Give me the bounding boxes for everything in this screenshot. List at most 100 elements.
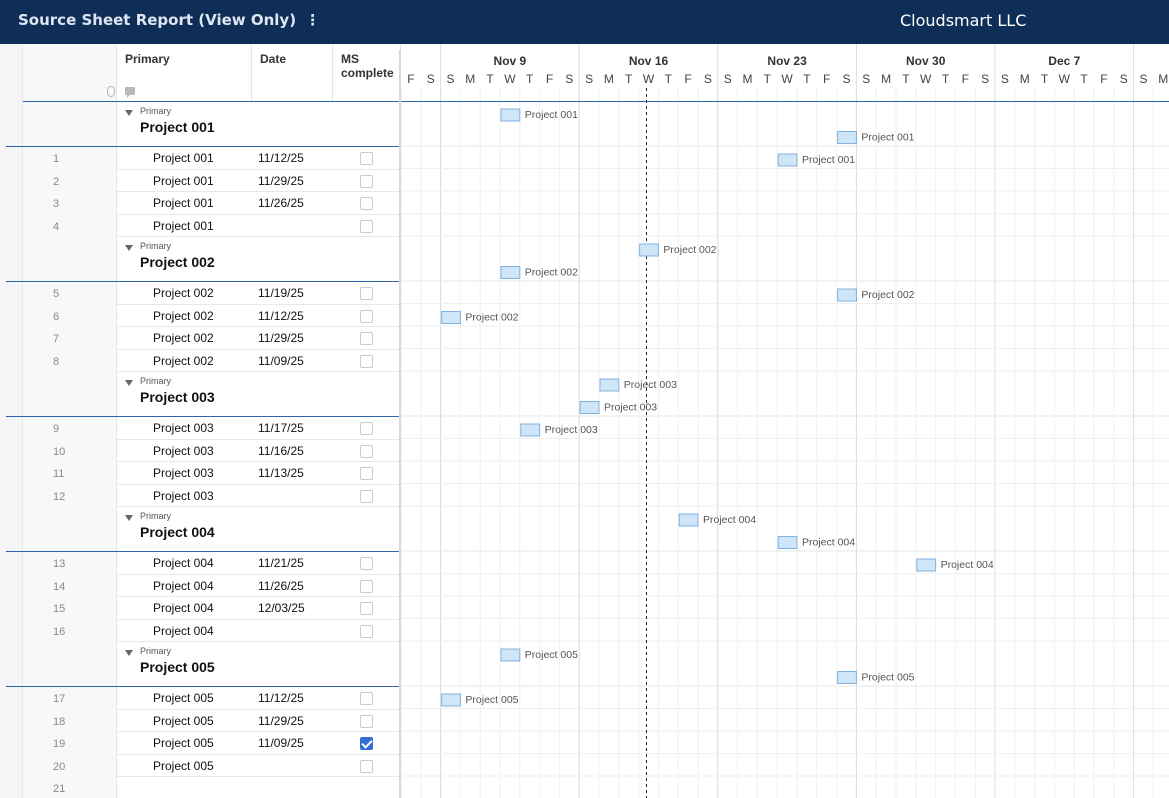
- table-row[interactable]: 13 Project 004 11/21/25: [0, 552, 401, 575]
- gantt-bar[interactable]: [777, 153, 798, 167]
- table-row[interactable]: 19 Project 005 11/09/25: [0, 732, 401, 755]
- primary-cell[interactable]: Project 002: [153, 308, 214, 323]
- table-row[interactable]: 10 Project 003 11/16/25: [0, 440, 401, 463]
- collapse-triangle-icon[interactable]: [125, 380, 133, 386]
- table-row[interactable]: 8 Project 002 11/09/25: [0, 350, 401, 373]
- gantt-bar[interactable]: [500, 648, 521, 662]
- table-row[interactable]: 12 Project 003: [0, 485, 401, 508]
- primary-cell[interactable]: Project 004: [153, 578, 214, 593]
- ms-complete-checkbox[interactable]: [360, 174, 373, 188]
- table-row[interactable]: 17 Project 005 11/12/25: [0, 687, 401, 710]
- table-row[interactable]: 3 Project 001 11/26/25: [0, 192, 401, 215]
- gantt-bar[interactable]: [777, 536, 798, 549]
- primary-cell[interactable]: Project 003: [153, 421, 214, 435]
- gantt-bar[interactable]: [520, 423, 541, 437]
- collapse-triangle-icon[interactable]: [125, 650, 133, 656]
- ms-complete-checkbox[interactable]: [360, 444, 373, 458]
- ms-complete-checkbox[interactable]: [360, 489, 373, 503]
- ms-complete-checkbox[interactable]: [360, 152, 373, 165]
- primary-cell[interactable]: Project 005: [153, 713, 214, 728]
- date-cell[interactable]: 11/26/25: [258, 578, 304, 593]
- collapse-triangle-icon[interactable]: [125, 515, 133, 521]
- primary-cell[interactable]: Project 005: [153, 758, 214, 773]
- gantt-bar[interactable]: [837, 131, 857, 144]
- collapse-triangle-icon[interactable]: [125, 245, 133, 251]
- primary-cell[interactable]: Project 004: [153, 623, 214, 638]
- date-cell[interactable]: 11/29/25: [258, 713, 304, 728]
- ms-complete-checkbox[interactable]: [360, 602, 373, 615]
- primary-cell[interactable]: Project 001: [153, 151, 214, 165]
- primary-cell[interactable]: Project 004: [153, 556, 214, 570]
- gantt-bar[interactable]: [916, 558, 937, 572]
- gantt-bar[interactable]: [599, 378, 620, 392]
- column-header-date[interactable]: Date: [252, 44, 333, 101]
- date-cell[interactable]: 11/09/25: [258, 353, 304, 368]
- date-cell[interactable]: 11/29/25: [258, 331, 304, 345]
- gantt-bar[interactable]: [579, 401, 600, 414]
- date-cell[interactable]: 11/21/25: [258, 556, 304, 570]
- grid-splitter[interactable]: [399, 50, 401, 798]
- table-row[interactable]: 20 Project 005: [0, 755, 401, 778]
- primary-cell[interactable]: Project 001: [153, 218, 214, 233]
- ms-complete-checkbox[interactable]: [360, 557, 373, 570]
- date-cell[interactable]: 11/19/25: [258, 286, 304, 300]
- table-row[interactable]: 15 Project 004 12/03/25: [0, 597, 401, 620]
- primary-cell[interactable]: Project 005: [153, 691, 214, 705]
- gantt-bar[interactable]: [441, 311, 461, 324]
- ms-complete-checkbox[interactable]: [360, 737, 373, 750]
- primary-cell[interactable]: Project 004: [153, 601, 214, 615]
- ms-complete-checkbox[interactable]: [360, 579, 373, 593]
- gantt-bar[interactable]: [639, 243, 659, 257]
- table-row[interactable]: 9 Project 003 11/17/25: [0, 417, 401, 440]
- ms-complete-checkbox[interactable]: [360, 467, 373, 480]
- primary-cell[interactable]: Project 001: [153, 173, 214, 188]
- ms-complete-checkbox[interactable]: [360, 332, 373, 345]
- gantt-bar[interactable]: [441, 693, 461, 707]
- table-row[interactable]: 6 Project 002 11/12/25: [0, 305, 401, 328]
- column-header-primary[interactable]: Primary: [117, 44, 252, 101]
- primary-cell[interactable]: Project 002: [153, 353, 214, 368]
- ms-complete-checkbox[interactable]: [360, 714, 373, 728]
- ms-complete-checkbox[interactable]: [360, 309, 373, 323]
- ms-complete-checkbox[interactable]: [360, 692, 373, 705]
- table-row[interactable]: 16 Project 004: [0, 620, 401, 643]
- date-cell[interactable]: 11/26/25: [258, 196, 304, 210]
- table-row[interactable]: 21: [0, 777, 401, 798]
- date-cell[interactable]: 12/03/25: [258, 601, 305, 615]
- date-cell[interactable]: 11/12/25: [258, 691, 304, 705]
- table-row[interactable]: 4 Project 001: [0, 215, 401, 238]
- ms-complete-checkbox[interactable]: [360, 287, 373, 300]
- more-options-icon[interactable]: ⋮: [305, 11, 321, 29]
- table-row[interactable]: 14 Project 004 11/26/25: [0, 575, 401, 598]
- column-header-ms-complete[interactable]: MS complete: [333, 44, 401, 101]
- gantt-bar[interactable]: [500, 108, 521, 122]
- table-row[interactable]: 1 Project 001 11/12/25: [0, 147, 401, 170]
- ms-complete-checkbox[interactable]: [360, 624, 373, 638]
- ms-complete-checkbox[interactable]: [360, 354, 373, 368]
- gantt-bar[interactable]: [678, 513, 699, 527]
- date-cell[interactable]: 11/12/25: [258, 151, 304, 165]
- date-cell[interactable]: 11/17/25: [258, 421, 304, 435]
- primary-cell[interactable]: Project 002: [153, 286, 214, 300]
- table-row[interactable]: 7 Project 002 11/29/25: [0, 327, 401, 350]
- primary-cell[interactable]: Project 005: [153, 736, 214, 750]
- table-row[interactable]: 5 Project 002 11/19/25: [0, 282, 401, 305]
- date-cell[interactable]: 11/29/25: [258, 173, 304, 188]
- date-cell[interactable]: 11/09/25: [258, 736, 304, 750]
- date-cell[interactable]: 11/13/25: [258, 466, 304, 480]
- primary-cell[interactable]: Project 003: [153, 443, 214, 458]
- primary-cell[interactable]: Project 001: [153, 196, 214, 210]
- primary-cell[interactable]: Project 003: [153, 488, 214, 503]
- gantt-bar[interactable]: [837, 288, 857, 302]
- date-cell[interactable]: 11/16/25: [258, 443, 304, 458]
- table-row[interactable]: 11 Project 003 11/13/25: [0, 462, 401, 485]
- date-cell[interactable]: 11/12/25: [258, 308, 304, 323]
- ms-complete-checkbox[interactable]: [360, 219, 373, 233]
- gantt-bar[interactable]: [500, 266, 521, 279]
- ms-complete-checkbox[interactable]: [360, 759, 373, 773]
- table-row[interactable]: 2 Project 001 11/29/25: [0, 170, 401, 193]
- ms-complete-checkbox[interactable]: [360, 197, 373, 210]
- gantt-bar[interactable]: [837, 671, 857, 684]
- table-row[interactable]: 18 Project 005 11/29/25: [0, 710, 401, 733]
- primary-cell[interactable]: Project 003: [153, 466, 214, 480]
